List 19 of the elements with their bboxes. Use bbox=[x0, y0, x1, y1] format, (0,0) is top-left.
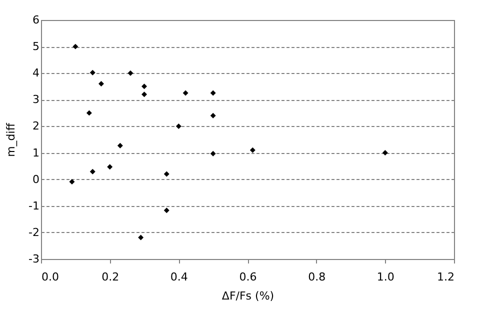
y-tick-label: -2 bbox=[28, 226, 40, 239]
x-tick-label: 0.0 bbox=[42, 270, 59, 284]
x-tick-label: 0.4 bbox=[170, 270, 188, 284]
y-tick-label: 3 bbox=[32, 93, 40, 106]
x-tick-label: 0.6 bbox=[239, 270, 257, 284]
y-tick-label: 0 bbox=[32, 172, 40, 186]
y-tick-label: -1 bbox=[28, 199, 40, 212]
x-axis-title: ΔF/Fs (%) bbox=[222, 290, 274, 302]
x-tick-label: 0.2 bbox=[102, 270, 120, 284]
x-tick-label: 0.8 bbox=[308, 270, 326, 284]
y-tick-label: 6 bbox=[32, 14, 40, 26]
x-tick-label: 1.0 bbox=[376, 270, 394, 284]
y-tick-label: 2 bbox=[32, 120, 40, 133]
x-tick-label: 1.2 bbox=[437, 270, 454, 284]
y-tick-label: 4 bbox=[32, 66, 40, 80]
y-axis-title: m_diff bbox=[4, 122, 18, 157]
y-tick-label: 5 bbox=[32, 40, 40, 54]
y-tick-label: 1 bbox=[32, 146, 40, 160]
y-tick-label: -3 bbox=[28, 252, 40, 266]
